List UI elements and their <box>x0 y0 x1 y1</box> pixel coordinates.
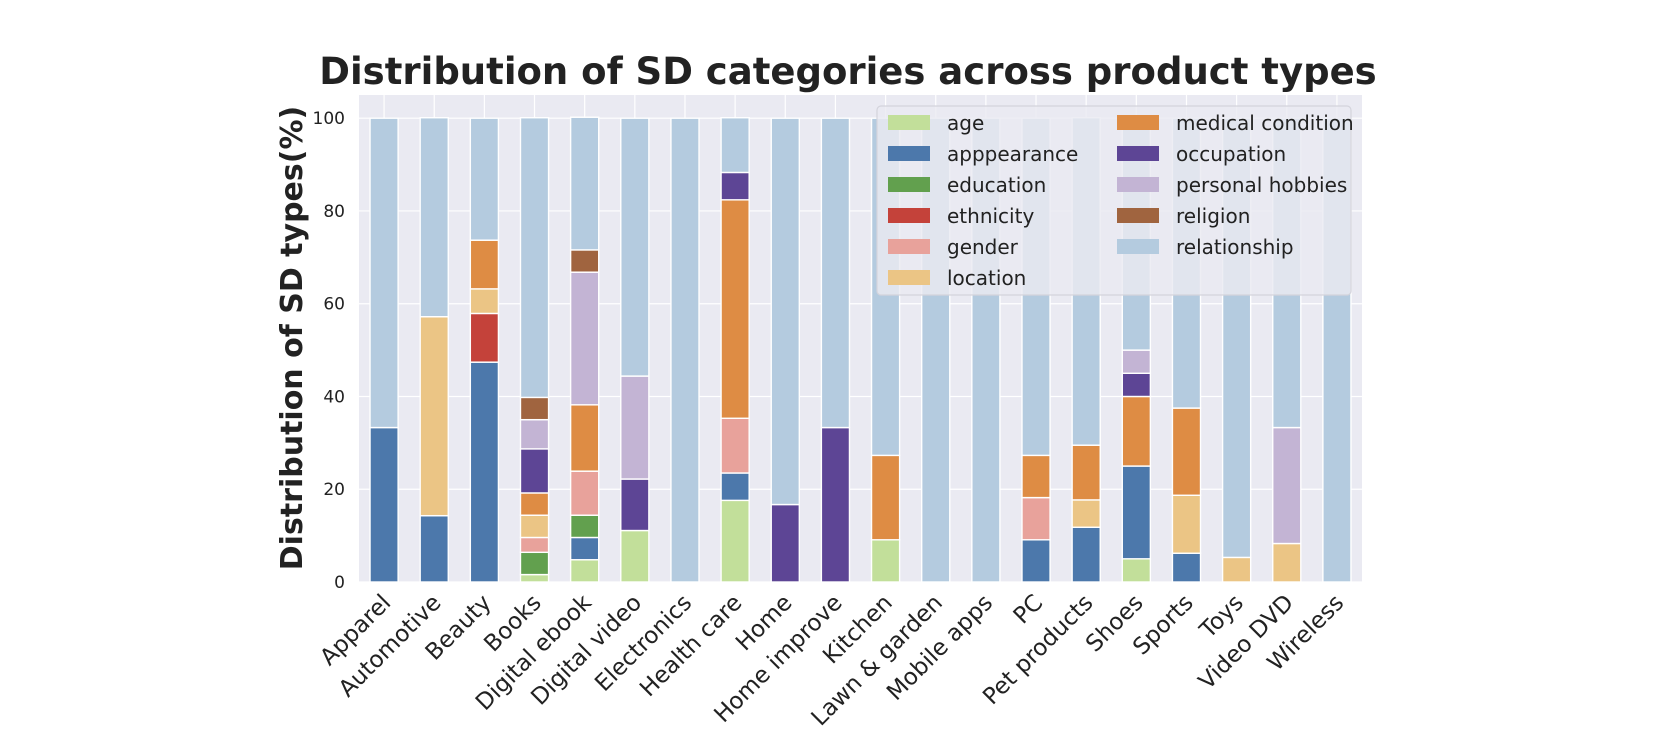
bar-segment <box>569 249 600 273</box>
bar-segment <box>519 117 550 399</box>
bar-segment <box>870 539 901 583</box>
legend-swatch <box>888 208 930 223</box>
legend-entry-label: age <box>947 111 984 135</box>
bar-segment <box>1071 444 1101 501</box>
legend-entry-label: apppearance <box>947 142 1078 166</box>
legend-entry-label: relationship <box>1176 235 1294 259</box>
bar-segment <box>569 271 600 406</box>
bar-segment <box>720 417 750 474</box>
bar-segment <box>1121 349 1152 374</box>
legend-entry-label: education <box>947 173 1046 197</box>
x-tick-label: PC <box>1009 590 1049 630</box>
bar-segment <box>1021 539 1051 583</box>
bar-segment <box>1221 556 1252 583</box>
bar-segment <box>569 116 600 251</box>
bar-segment <box>419 316 449 517</box>
bar-segment <box>870 454 901 541</box>
legend-swatch <box>1117 146 1159 161</box>
bar-segment <box>1121 395 1152 467</box>
chart-title: Distribution of SD categories across pro… <box>319 50 1376 93</box>
legend-swatch <box>1117 239 1159 254</box>
bar-segment <box>820 426 851 583</box>
bar-segment <box>519 536 550 554</box>
bar-segment <box>620 117 650 377</box>
legend-entry-label: ethnicity <box>947 204 1034 228</box>
bar-segment <box>620 529 650 583</box>
bar-segment <box>569 559 600 583</box>
legend-swatch <box>888 177 930 192</box>
bar-segment <box>569 536 600 561</box>
legend-swatch <box>1117 177 1159 192</box>
bar-segment <box>419 117 449 318</box>
bar-segment <box>469 288 500 315</box>
y-ticks: 0 20 40 60 80 100 <box>313 109 345 593</box>
bar-segment <box>1171 407 1202 496</box>
bar-segment <box>469 312 500 363</box>
bar-segment <box>519 573 550 583</box>
bar-segment <box>1272 542 1302 583</box>
bar-segment <box>820 117 851 429</box>
bar-segment <box>1021 454 1051 499</box>
bar-segment <box>519 492 550 516</box>
y-tick-label: 20 <box>323 480 345 500</box>
legend-entry-label: gender <box>947 235 1019 259</box>
bar-segment <box>569 514 600 539</box>
bar-segment <box>720 499 750 583</box>
legend-swatch <box>1117 208 1159 223</box>
legend-swatch <box>888 146 930 161</box>
bar-segment <box>720 171 750 201</box>
bar-segment <box>569 404 600 472</box>
bar-segment <box>519 448 550 494</box>
bar-segment <box>770 117 801 506</box>
legend-swatch <box>888 115 930 130</box>
bar-segment <box>519 551 550 576</box>
bar-segment <box>1171 552 1202 583</box>
bar-segment <box>1071 526 1101 583</box>
legend-entry-label: personal hobbies <box>1176 173 1347 197</box>
bar-segment <box>469 239 500 290</box>
bar-segment <box>519 396 550 421</box>
legend-entry-label: religion <box>1176 204 1250 228</box>
y-tick-label: 100 <box>313 109 345 129</box>
legend: age apppearance education ethnicity gender lo… <box>876 105 1354 296</box>
bar-segment <box>770 503 801 583</box>
bar-segment <box>670 117 700 583</box>
legend-entry-label: location <box>947 266 1026 290</box>
bar-segment <box>1272 426 1302 545</box>
bar-segment <box>1171 494 1202 554</box>
bar-segment <box>1121 558 1152 583</box>
bar-segment <box>1071 499 1101 528</box>
y-tick-label: 40 <box>323 387 345 407</box>
y-tick-label: 80 <box>323 202 345 222</box>
bar-segment <box>519 418 550 450</box>
y-tick-label: 60 <box>323 295 345 315</box>
y-tick-label: 0 <box>334 573 345 593</box>
y-axis-label: Distribution of SD types(%) <box>275 106 310 570</box>
bar-segment <box>720 472 750 502</box>
bar-segment <box>1121 465 1152 560</box>
bar-segment <box>519 514 550 539</box>
bar-segment <box>720 117 750 174</box>
legend-frame <box>876 105 1352 296</box>
bar-segment <box>369 117 399 429</box>
legend-entry-label: medical condition <box>1176 111 1354 135</box>
legend-entry-label: occupation <box>1176 142 1286 166</box>
bar-segment <box>1121 372 1152 398</box>
bar-segment <box>720 199 750 419</box>
bar-segment <box>569 470 600 516</box>
legend-swatch <box>888 270 930 285</box>
legend-swatch <box>1117 115 1159 130</box>
bar-segment <box>620 375 650 480</box>
bar-segment <box>369 426 399 583</box>
bar-segment <box>620 478 650 532</box>
bar-segment <box>469 361 500 583</box>
bar-segment <box>1021 496 1051 541</box>
bar-segment <box>419 514 449 583</box>
bar-segment <box>469 117 500 241</box>
legend-swatch <box>888 239 930 254</box>
